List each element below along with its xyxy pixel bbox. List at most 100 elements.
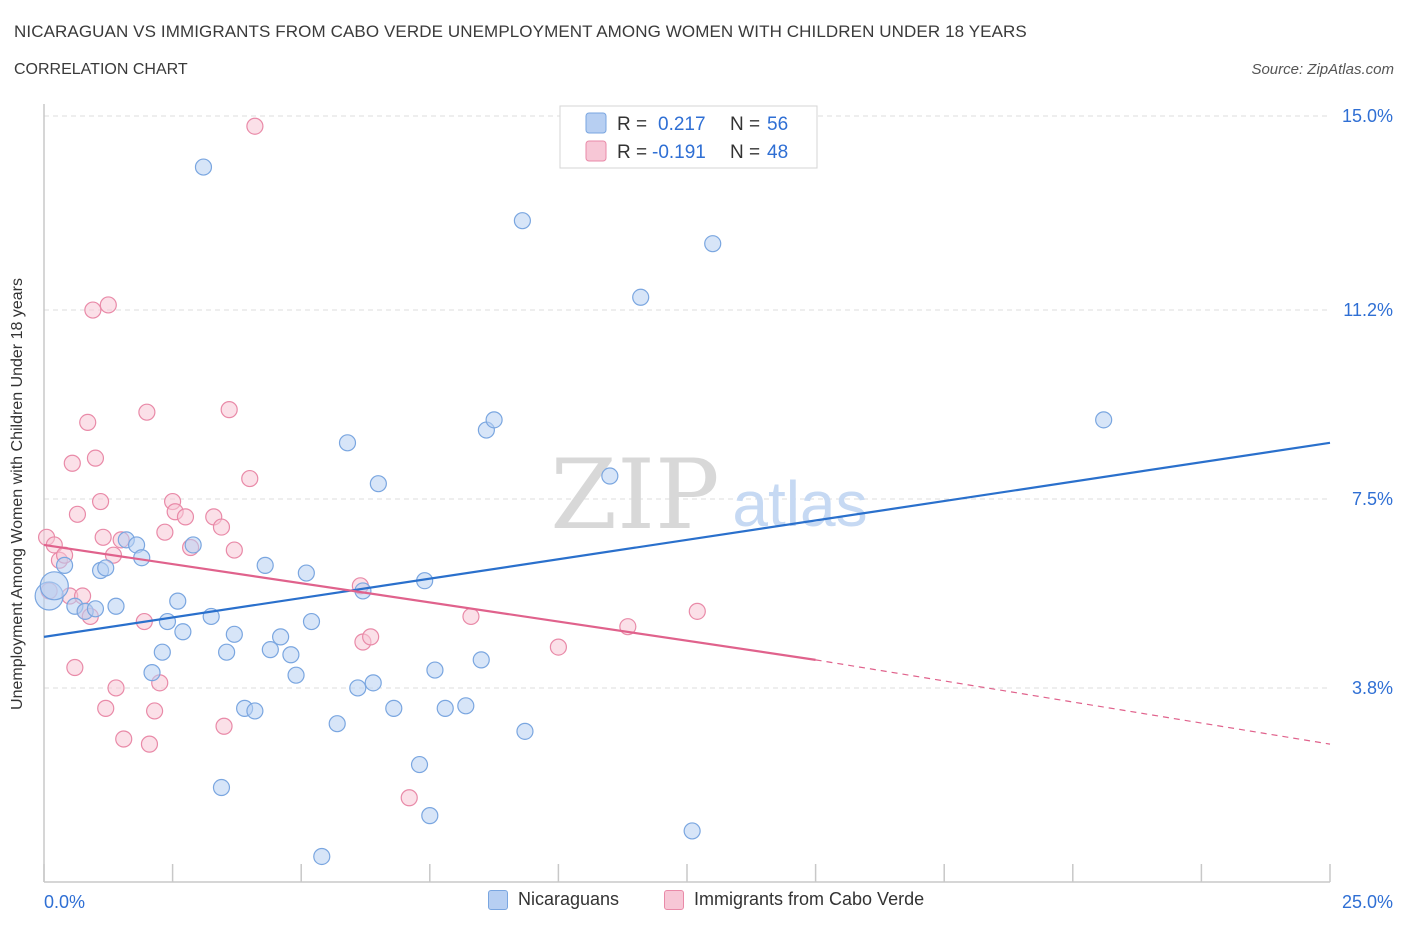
legend-swatch-blue [585, 112, 607, 134]
data-point-nicaraguan [86, 600, 105, 618]
data-point-cabo-verde [362, 628, 380, 646]
data-point-cabo-verde [66, 658, 84, 677]
data-point-cabo-verde [215, 717, 233, 735]
data-point-nicaraguan [246, 702, 264, 720]
data-point-cabo-verde [115, 730, 133, 748]
data-point-cabo-verde [549, 638, 568, 656]
data-point-cabo-verde [246, 117, 264, 135]
data-point-cabo-verde [241, 469, 259, 488]
data-point-nicaraguan [485, 411, 503, 429]
data-point-nicaraguan [1095, 411, 1113, 429]
data-point-nicaraguan [328, 715, 346, 733]
data-point-nicaraguan [338, 434, 357, 452]
data-point-nicaraguan [516, 722, 534, 740]
data-point-nicaraguan [632, 288, 650, 306]
legend-item-nicaraguans: Nicaraguans [488, 889, 619, 910]
legend-n-value: 56 [767, 114, 788, 135]
data-point-nicaraguan [297, 564, 315, 582]
data-point-nicaraguan [169, 592, 187, 610]
data-point-cabo-verde [94, 528, 112, 546]
data-point-nicaraguan [282, 646, 300, 664]
data-point-cabo-verde [68, 505, 87, 523]
legend-r-value: 0.217 [658, 114, 706, 135]
trend-lines [43, 441, 1331, 745]
data-point-nicaraguan [261, 641, 279, 659]
data-point-nicaraguan [410, 755, 429, 774]
data-point-nicaraguan [153, 643, 171, 661]
data-point-nicaraguan [184, 536, 202, 554]
data-point-nicaraguan [601, 467, 619, 485]
data-point-nicaraguan [349, 679, 367, 697]
data-point-cabo-verde [99, 296, 117, 314]
tick-labels: 3.8% 7.5% 11.2% 15.0% 0.0% 25.0% [44, 106, 1393, 912]
data-point-nicaraguan [194, 158, 213, 176]
data-point-cabo-verde [212, 518, 231, 536]
data-point-cabo-verde [140, 735, 159, 753]
legend-swatch-pink [585, 140, 607, 162]
legend-item-cabo-verde: Immigrants from Cabo Verde [664, 889, 924, 910]
data-point-nicaraguan [225, 625, 243, 643]
y-tick-label: 3.8% [1352, 678, 1393, 698]
legend-r-label: R = [617, 142, 647, 163]
nicaraguan-points [34, 158, 1113, 866]
data-point-cabo-verde [688, 602, 706, 620]
data-point-nicaraguan [421, 807, 439, 825]
data-point-cabo-verde [156, 523, 174, 541]
data-point-cabo-verde [107, 679, 125, 697]
data-point-nicaraguan [143, 664, 161, 682]
data-point-nicaraguan [218, 643, 236, 661]
y-axis-label: Unemployment Among Women with Children U… [9, 278, 26, 710]
data-point-nicaraguan [174, 623, 192, 641]
data-point-nicaraguan [39, 571, 69, 601]
data-point-nicaraguan [55, 556, 74, 574]
data-point-nicaraguan [426, 661, 444, 679]
data-point-cabo-verde [220, 401, 238, 419]
axes [43, 104, 1331, 883]
data-point-nicaraguan [97, 559, 115, 577]
data-point-cabo-verde [225, 541, 243, 559]
data-point-nicaraguan [704, 235, 722, 253]
data-point-nicaraguan [385, 699, 403, 717]
legend-swatch-pink [664, 889, 684, 910]
data-point-cabo-verde [79, 413, 97, 431]
legend-swatch-blue [488, 889, 508, 910]
data-point-nicaraguan [683, 822, 701, 840]
legend-n-value: 48 [767, 142, 788, 163]
legend-label: Immigrants from Cabo Verde [694, 889, 925, 909]
data-point-nicaraguan [457, 697, 475, 715]
data-point-cabo-verde [84, 301, 102, 319]
data-point-cabo-verde [97, 699, 115, 717]
data-point-cabo-verde [145, 702, 164, 720]
data-point-nicaraguan [212, 778, 231, 797]
y-tick-label: 15.0% [1342, 106, 1393, 126]
data-point-nicaraguan [287, 666, 305, 684]
legend-r-value: -0.191 [652, 142, 706, 163]
data-point-nicaraguan [272, 628, 290, 646]
data-point-nicaraguan [364, 674, 382, 692]
trend-line-cabo-verde-extrapolated [815, 659, 1331, 745]
legend-n-label: N = [730, 114, 760, 135]
legend-n-label: N = [730, 142, 760, 163]
y-tick-label: 7.5% [1352, 489, 1393, 509]
data-point-cabo-verde [86, 449, 105, 467]
x-tick-label: 0.0% [44, 892, 85, 912]
legend-label: Nicaraguans [518, 889, 620, 909]
legend-box: R = 0.217 N = 56 R = -0.191 N = 48 [559, 105, 818, 169]
trend-line-cabo-verde [43, 543, 816, 661]
watermark-atlas: atlas [732, 468, 867, 540]
data-point-cabo-verde [138, 403, 156, 421]
data-point-cabo-verde [400, 789, 418, 807]
chart-title: NICARAGUAN VS IMMIGRANTS FROM CABO VERDE… [14, 22, 1027, 41]
bottom-legend: Nicaraguans Immigrants from Cabo Verde [0, 889, 1406, 915]
watermark-zip: ZIP [550, 439, 719, 551]
data-point-cabo-verde [462, 607, 480, 626]
chart-subtitle: CORRELATION CHART [14, 61, 188, 78]
trend-line-nicaraguans [43, 441, 1331, 638]
data-point-nicaraguan [158, 612, 177, 631]
data-point-nicaraguan [472, 651, 490, 669]
data-point-nicaraguan [107, 597, 125, 615]
data-point-nicaraguan [313, 847, 331, 866]
data-point-nicaraguan [302, 612, 321, 631]
data-point-nicaraguan [369, 475, 387, 493]
